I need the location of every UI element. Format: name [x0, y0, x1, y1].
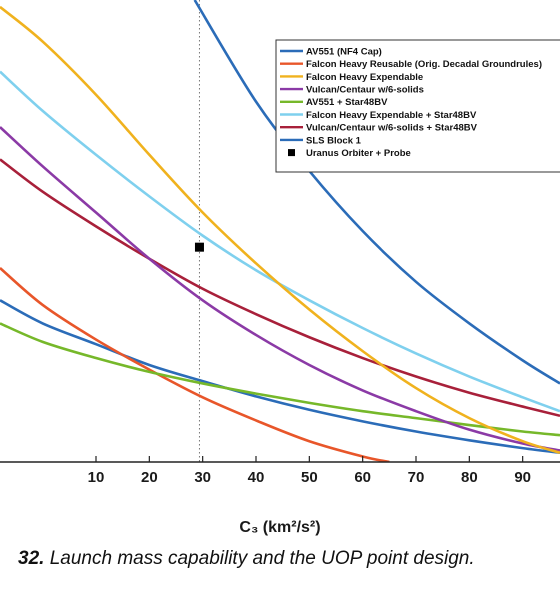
plot-area: [0, 0, 560, 462]
series-line-5: [0, 322, 560, 437]
legend-label-6: Falcon Heavy Expendable + Star48BV: [306, 110, 477, 121]
series-line-2: [0, 266, 390, 462]
series-line-4: [0, 126, 560, 452]
x-tick-label-3: 30: [194, 469, 211, 486]
figure-caption: 32. Launch mass capability and the UOP p…: [0, 548, 560, 584]
series-line-3: [0, 5, 560, 455]
legend: AV551 (NF4 Cap) Falcon Heavy Reusable (Or…: [275, 39, 560, 173]
x-tick-label-7: 70: [408, 469, 425, 486]
x-tick-label-8: 80: [461, 469, 478, 486]
launch-mass-chart: 10 20 30 40 50 60 70 80 90 C₃ (km²/s²) AV551 (NF…: [0, 0, 560, 536]
x-tick-label-9: 90: [514, 469, 531, 486]
x-tick-label-2: 20: [141, 469, 158, 486]
x-axis: 10 20 30 40 50 60 70 80 90: [0, 456, 560, 486]
x-tick-label-1: 10: [88, 469, 105, 486]
x-tick-label-5: 50: [301, 469, 318, 486]
legend-box: [275, 39, 560, 173]
legend-label-1: AV551 (NF4 Cap): [306, 46, 382, 57]
legend-marker-swatch: [288, 149, 295, 157]
series-line-7: [0, 158, 560, 418]
series-line-1: [193, 0, 560, 385]
legend-label-8: SLS Block 1: [306, 135, 362, 146]
legend-label-5: AV551 + Star48BV: [306, 97, 388, 108]
legend-label-4: Vulcan/Centaur w/6-solids: [306, 85, 424, 96]
legend-label-marker: Uranus Orbiter + Probe: [306, 148, 411, 159]
x-tick-label-4: 40: [248, 469, 265, 486]
legend-label-2: Falcon Heavy Reusable (Orig. Decadal Gro…: [306, 59, 542, 70]
series-line-8: [0, 299, 560, 455]
legend-label-3: Falcon Heavy Expendable: [306, 72, 423, 83]
marker-point-1: [194, 242, 204, 252]
x-tick-label-6: 60: [354, 469, 371, 486]
caption-number: 32.: [18, 548, 45, 569]
series-line-6: [0, 70, 560, 413]
caption-text: Launch mass capability and the UOP point…: [44, 548, 475, 569]
x-axis-title: C₃ (km²/s²): [239, 519, 320, 536]
legend-label-7: Vulcan/Centaur w/6-solids + Star48BV: [306, 123, 478, 134]
